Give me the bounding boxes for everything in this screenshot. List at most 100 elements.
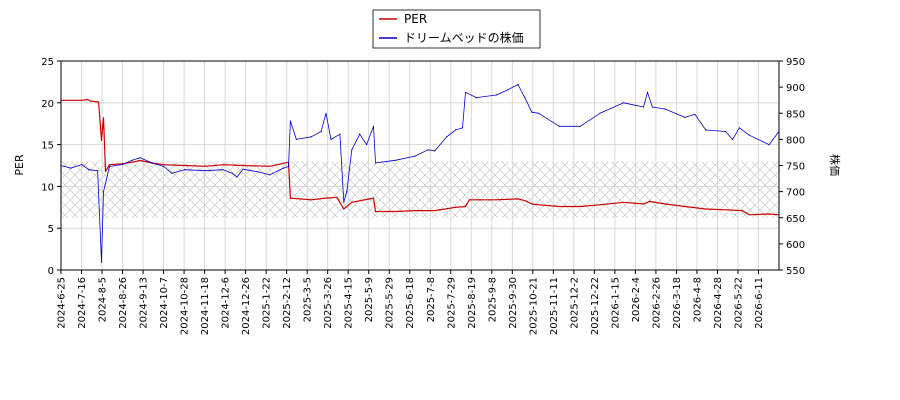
price-point xyxy=(651,106,654,108)
y-right-tick-label: 550 xyxy=(786,266,805,277)
per-point xyxy=(163,164,165,166)
price-point xyxy=(139,157,141,159)
per-point xyxy=(531,203,533,205)
x-tick-label: 2024-7-16 xyxy=(77,277,88,329)
price-point xyxy=(310,136,312,138)
price-point xyxy=(434,150,436,152)
per-point xyxy=(139,159,141,162)
x-tick-label: 2025-9-8 xyxy=(487,277,498,322)
x-tick-label: 2026-6-11 xyxy=(754,277,765,329)
shaded-band-area xyxy=(61,161,779,219)
x-tick-label: 2025-4-15 xyxy=(344,277,355,329)
price-point xyxy=(531,111,533,113)
price-point xyxy=(642,106,645,108)
price-point xyxy=(694,113,696,115)
price-point xyxy=(599,112,601,114)
per-point xyxy=(464,205,467,208)
shaded-band xyxy=(61,161,779,219)
x-tick-label: 2025-2-12 xyxy=(282,277,293,329)
per-point xyxy=(325,197,327,199)
price-point xyxy=(507,89,509,91)
price-point xyxy=(414,155,416,157)
y-right-tick-label: 800 xyxy=(786,135,805,146)
price-point xyxy=(131,159,133,161)
x-tick-label: 2024-8-5 xyxy=(98,277,109,322)
price-point xyxy=(372,125,375,127)
price-point xyxy=(731,138,734,140)
price-point xyxy=(684,116,686,118)
per-point xyxy=(558,205,561,208)
x-tick-label: 2026-4-28 xyxy=(713,277,724,329)
price-point xyxy=(171,172,173,174)
per-point xyxy=(684,205,686,208)
per-point xyxy=(524,200,526,202)
price-point xyxy=(184,169,186,171)
per-point xyxy=(372,197,375,199)
y-left-tick-label: 5 xyxy=(48,224,54,235)
price-point xyxy=(343,201,345,203)
price-point xyxy=(231,172,233,174)
price-point xyxy=(204,170,206,172)
y-left-tick-label: 15 xyxy=(41,141,54,152)
price-point xyxy=(269,174,271,176)
per-point xyxy=(495,199,497,201)
x-tick-label: 2025-3-26 xyxy=(323,277,334,329)
price-point xyxy=(495,94,497,96)
y-right-tick-label: 600 xyxy=(786,240,805,251)
per-point xyxy=(269,165,271,167)
per-point xyxy=(374,210,377,213)
price-point xyxy=(257,171,259,173)
price-point xyxy=(295,138,297,140)
x-tick-label: 2025-10-21 xyxy=(528,277,539,335)
price-point xyxy=(320,130,322,133)
per-point xyxy=(100,139,103,141)
x-tick-label: 2024-11-18 xyxy=(200,277,211,335)
per-point xyxy=(475,199,477,201)
y-right-tick-label: 700 xyxy=(786,188,805,199)
per-point xyxy=(184,164,186,167)
per-point xyxy=(394,210,396,213)
per-point xyxy=(725,209,727,211)
x-tick-label: 2024-9-13 xyxy=(139,277,150,329)
per-point xyxy=(623,201,625,203)
price-point xyxy=(461,127,464,129)
price-point xyxy=(664,108,666,110)
x-tick-label: 2024-10-28 xyxy=(180,277,191,335)
price-point xyxy=(705,129,707,131)
per-point xyxy=(204,165,206,167)
x-tick-label: 2025-7-8 xyxy=(426,277,437,322)
price-point xyxy=(464,91,467,93)
x-tick-label: 2026-3-18 xyxy=(672,277,683,329)
per-point xyxy=(648,200,651,202)
x-tick-label: 2025-5-29 xyxy=(385,277,396,329)
price-point xyxy=(359,133,361,135)
series-layer xyxy=(60,83,780,263)
x-tick-label: 2024-6-25 xyxy=(57,277,68,329)
per-point xyxy=(705,208,707,210)
y-left-tick-label: 0 xyxy=(48,266,54,277)
price-point xyxy=(427,149,429,151)
price-point xyxy=(446,136,448,138)
price-point xyxy=(623,102,625,104)
x-tick-label: 2026-2-4 xyxy=(631,277,642,322)
price-point xyxy=(70,167,72,169)
y-left-tick-label: 20 xyxy=(41,99,54,110)
price-point xyxy=(748,134,750,136)
per-point xyxy=(642,203,645,205)
price-point xyxy=(81,163,83,166)
x-tick-label: 2024-12-26 xyxy=(241,277,252,335)
x-tick-label: 2026-4-8 xyxy=(692,277,703,322)
price-point xyxy=(366,144,368,146)
x-tick-label: 2026-1-15 xyxy=(610,277,621,329)
legend: PER ドリームベッドの株価 xyxy=(372,9,541,49)
price-point xyxy=(475,97,477,99)
y-right-tick-label: 750 xyxy=(786,162,805,173)
x-tick-label: 2026-5-22 xyxy=(733,277,744,329)
per-point xyxy=(87,98,89,101)
per-point xyxy=(289,197,291,199)
price-point xyxy=(524,97,526,99)
price-point xyxy=(121,163,123,166)
per-point xyxy=(108,164,111,166)
price-point xyxy=(102,191,105,193)
